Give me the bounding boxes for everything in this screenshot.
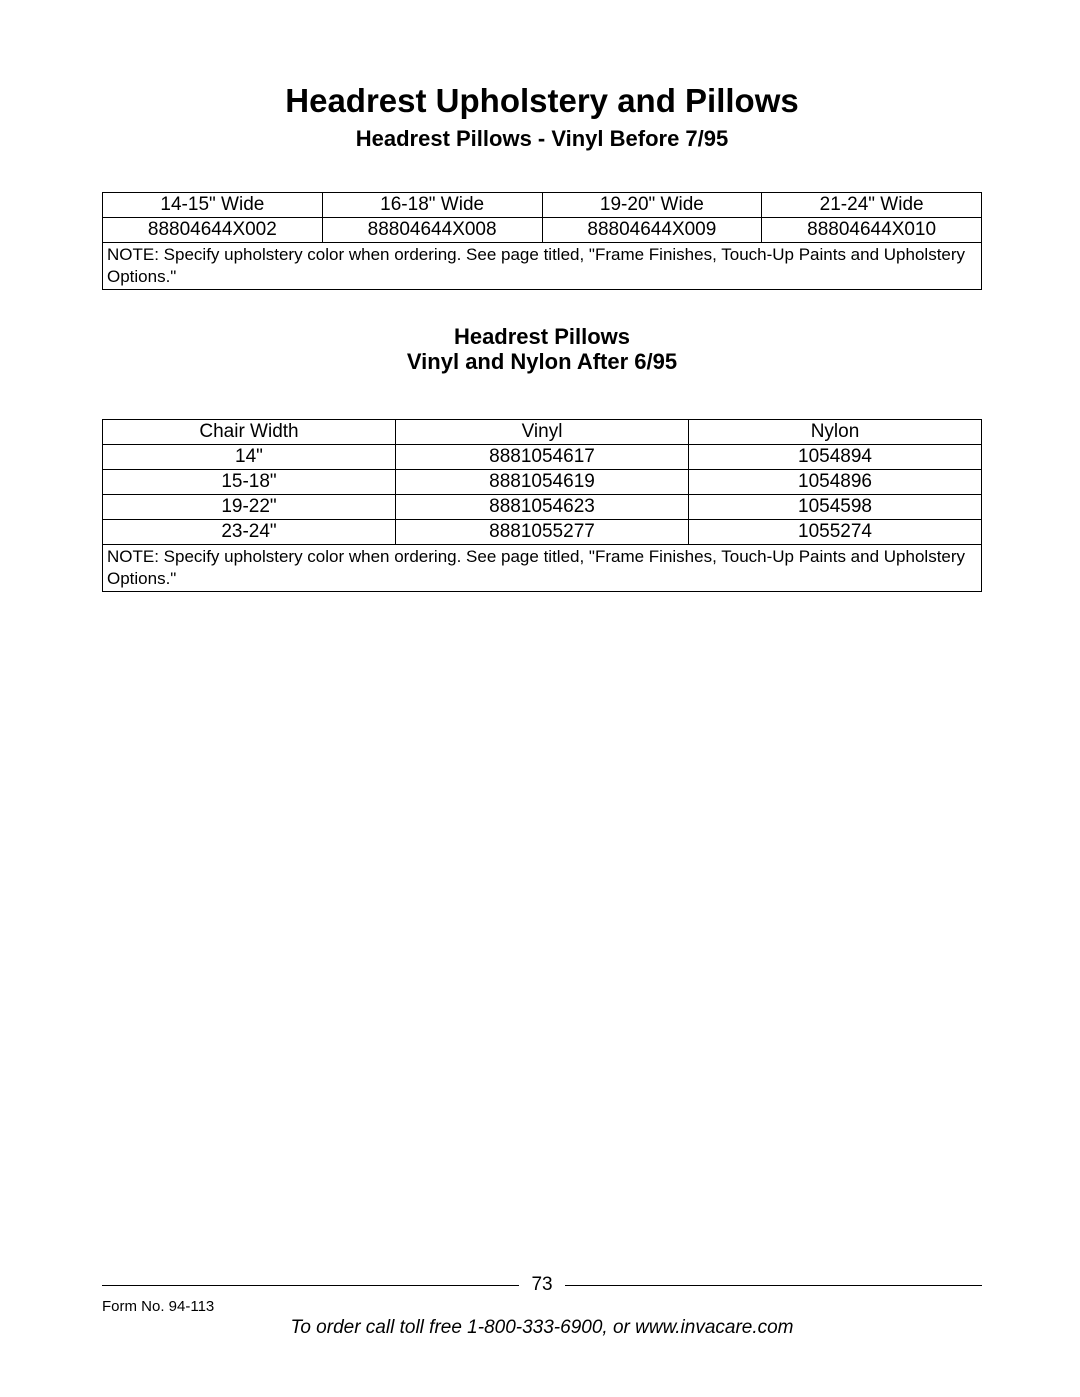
table-cell: 14" <box>103 444 396 469</box>
table-row: 19-22" 8881054623 1054598 <box>103 494 982 519</box>
page-number-line: 73 <box>102 1274 982 1296</box>
table-cell: 8881054623 <box>396 494 689 519</box>
table-cell: 88804644X008 <box>322 218 542 243</box>
divider-left <box>102 1285 519 1286</box>
form-number: Form No. 94-113 <box>102 1298 982 1315</box>
section2-subtitle: Headrest Pillows Vinyl and Nylon After 6… <box>102 324 982 375</box>
page-container: Headrest Upholstery and Pillows Headrest… <box>0 0 1080 1397</box>
table-cell: 88804644X010 <box>762 218 982 243</box>
table-cell: 1055274 <box>689 519 982 544</box>
order-info: To order call toll free 1-800-333-6900, … <box>102 1317 982 1339</box>
table-cell: 88804644X009 <box>542 218 762 243</box>
table-cell: 16-18" Wide <box>322 193 542 218</box>
table-row: Chair Width Vinyl Nylon <box>103 419 982 444</box>
table-cell: 1054896 <box>689 469 982 494</box>
table-row: 14" 8881054617 1054894 <box>103 444 982 469</box>
table-cell: 8881054617 <box>396 444 689 469</box>
table-vinyl-before: 14-15" Wide 16-18" Wide 19-20" Wide 21-2… <box>102 192 982 290</box>
table-header: Nylon <box>689 419 982 444</box>
table-cell: 19-22" <box>103 494 396 519</box>
table-cell: 88804644X002 <box>103 218 323 243</box>
table-cell: 8881054619 <box>396 469 689 494</box>
table-cell: 8881055277 <box>396 519 689 544</box>
table-row-note: NOTE: Specify upholstery color when orde… <box>103 544 982 591</box>
table-note: NOTE: Specify upholstery color when orde… <box>103 544 982 591</box>
section2-line2: Vinyl and Nylon After 6/95 <box>407 349 677 374</box>
table-cell: 1054894 <box>689 444 982 469</box>
section2-line1: Headrest Pillows <box>454 324 630 349</box>
table-row-note: NOTE: Specify upholstery color when orde… <box>103 243 982 290</box>
table-header: Chair Width <box>103 419 396 444</box>
table-cell: 21-24" Wide <box>762 193 982 218</box>
table-header: Vinyl <box>396 419 689 444</box>
table-vinyl-nylon-after: Chair Width Vinyl Nylon 14" 8881054617 1… <box>102 419 982 592</box>
table-row: 14-15" Wide 16-18" Wide 19-20" Wide 21-2… <box>103 193 982 218</box>
table-row: 15-18" 8881054619 1054896 <box>103 469 982 494</box>
table-row: 88804644X002 88804644X008 88804644X009 8… <box>103 218 982 243</box>
table-cell: 19-20" Wide <box>542 193 762 218</box>
table-cell: 23-24" <box>103 519 396 544</box>
section1-subtitle: Headrest Pillows - Vinyl Before 7/95 <box>102 126 982 152</box>
table-cell: 14-15" Wide <box>103 193 323 218</box>
table-note: NOTE: Specify upholstery color when orde… <box>103 243 982 290</box>
table-cell: 15-18" <box>103 469 396 494</box>
table-row: 23-24" 8881055277 1055274 <box>103 519 982 544</box>
divider-right <box>565 1285 982 1286</box>
page-footer: 73 Form No. 94-113 To order call toll fr… <box>102 1274 982 1339</box>
table-cell: 1054598 <box>689 494 982 519</box>
page-title: Headrest Upholstery and Pillows <box>102 82 982 120</box>
page-number: 73 <box>527 1274 556 1296</box>
